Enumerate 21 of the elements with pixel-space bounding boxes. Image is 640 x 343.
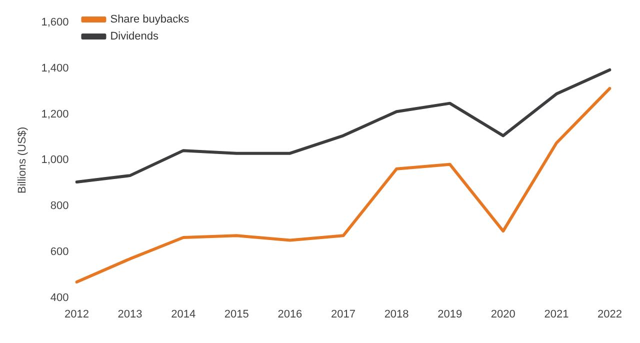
y-tick-label: 1,400: [41, 62, 69, 74]
legend-label: Share buybacks: [110, 14, 190, 26]
y-tick-label: 1,200: [41, 108, 69, 120]
y-tick-label: 800: [50, 200, 69, 212]
x-tick-label: 2016: [278, 308, 302, 320]
x-tick-label: 2018: [384, 308, 409, 320]
x-tick-label: 2014: [171, 308, 196, 320]
x-tick-label: 2019: [438, 308, 462, 320]
legend-label: Dividends: [110, 30, 160, 43]
x-tick-label: 2020: [490, 308, 516, 320]
y-tick-label: 400: [50, 292, 69, 304]
x-tick-label: 2021: [544, 308, 569, 320]
y-tick-label: 1,000: [41, 154, 69, 166]
x-tick-label: 2013: [118, 308, 142, 320]
x-tick-label: 2012: [64, 308, 89, 320]
y-tick-label: 600: [50, 246, 69, 258]
x-tick-label: 2015: [224, 308, 249, 320]
x-tick-label: 2022: [598, 308, 622, 320]
y-tick-label: 1,600: [41, 16, 69, 29]
x-tick-label: 2017: [331, 308, 356, 320]
y-axis-title: Billions (US$): [16, 126, 29, 194]
